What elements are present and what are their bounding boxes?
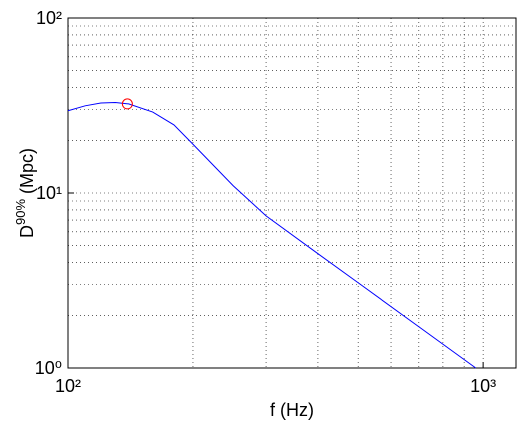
y-label-unit: (Mpc) [17, 148, 37, 194]
peak-marker [121, 98, 133, 110]
x-axis-label: f (Hz) [270, 400, 314, 420]
x-tick-label: 10³ [470, 376, 496, 396]
plot-frame [67, 17, 517, 369]
y-axis-label: D90% (Mpc) [13, 148, 37, 238]
y-tick-label: 10⁰ [35, 358, 62, 378]
y-tick-label: 10¹ [36, 183, 62, 203]
y-tick-label: 10² [36, 8, 62, 28]
x-tick-label: 10² [55, 376, 81, 396]
data-line [67, 101, 477, 369]
y-label-sup: 90% [13, 199, 28, 225]
y-label-main: D [17, 225, 37, 238]
